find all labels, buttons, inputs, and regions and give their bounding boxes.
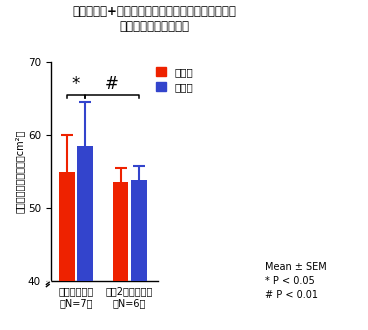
Text: #: #: [105, 75, 119, 93]
Legend: 運動前, 運動後: 運動前, 運動後: [156, 67, 193, 92]
Bar: [59, 172, 75, 330]
Bar: [113, 182, 128, 330]
Y-axis label: 大腿四頭筋横断面積（cm²）: 大腿四頭筋横断面積（cm²）: [15, 130, 25, 213]
Bar: [131, 180, 146, 330]
Text: タンパク質+糖質サプリメントの摂取タイミングが
骨格筋量に及ぼす影響: タンパク質+糖質サプリメントの摂取タイミングが 骨格筋量に及ぼす影響: [72, 5, 237, 33]
Text: *: *: [72, 75, 80, 93]
Bar: [77, 146, 93, 330]
Text: Mean ± SEM
* P < 0.05
# P < 0.01: Mean ± SEM * P < 0.05 # P < 0.01: [265, 262, 327, 300]
